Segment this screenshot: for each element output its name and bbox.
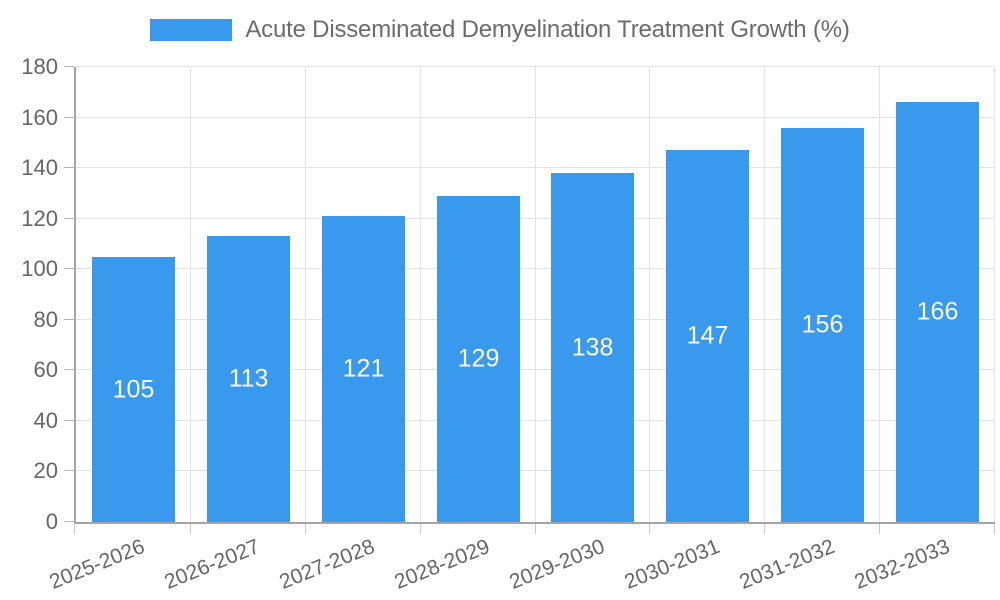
y-tick-0: [64, 521, 74, 522]
y-tick-140: [64, 167, 74, 169]
y-axis-label-100: 100: [21, 256, 58, 282]
bar-value-label: 121: [342, 354, 385, 383]
bar-2026-2027[interactable]: 113: [207, 236, 290, 522]
x-gridline-8: [994, 67, 995, 522]
bar-value-label: 156: [801, 310, 844, 339]
x-gridline-4: [534, 67, 536, 522]
y-tick-20: [64, 470, 74, 472]
bar-2028-2029[interactable]: 129: [437, 196, 520, 522]
bar-2031-2032[interactable]: 156: [781, 128, 864, 522]
legend-label: Acute Disseminated Demyelination Treatme…: [245, 16, 850, 43]
y-gridline-80: [76, 318, 995, 320]
y-tick-60: [64, 369, 74, 371]
y-gridline-20: [76, 470, 995, 472]
y-gridline-60: [76, 369, 995, 371]
y-tick-80: [64, 318, 74, 320]
x-gridline-6: [764, 67, 766, 522]
bar-value-label: 129: [457, 344, 500, 373]
x-gridline-7: [879, 67, 881, 522]
x-gridline-1: [189, 67, 191, 522]
bar-2029-2030[interactable]: 138: [551, 173, 634, 522]
x-tick-2: [304, 524, 306, 534]
bar-2027-2028[interactable]: 121: [322, 216, 405, 522]
bar-2030-2031[interactable]: 147: [666, 150, 749, 522]
y-axis-label-20: 20: [33, 458, 58, 484]
y-gridline-100: [76, 268, 995, 270]
x-gridline-3: [419, 67, 421, 522]
bar-value-label: 147: [686, 321, 729, 350]
bar-value-label: 166: [916, 297, 959, 326]
x-gridline-2: [304, 67, 306, 522]
bar-2025-2026[interactable]: 105: [92, 257, 175, 522]
x-tick-1: [189, 524, 191, 534]
x-tick-0: [74, 524, 75, 534]
y-axis-label-120: 120: [21, 205, 58, 231]
y-axis-label-60: 60: [33, 357, 58, 383]
y-tick-180: [64, 66, 74, 67]
bar-value-label: 105: [112, 375, 155, 403]
x-tick-6: [764, 524, 766, 534]
y-axis-label-180: 180: [21, 54, 58, 79]
y-gridline-180: [76, 66, 995, 67]
x-gridline-5: [649, 67, 651, 522]
x-tick-8: [994, 524, 995, 534]
plot-area: 105 113 121 129 138 147 156 166: [64, 66, 995, 534]
legend-swatch: [150, 19, 233, 41]
x-tick-3: [419, 524, 421, 534]
y-tick-100: [64, 268, 74, 270]
y-axis-label-160: 160: [21, 104, 58, 130]
y-tick-40: [64, 419, 74, 421]
y-axis-label-40: 40: [33, 407, 58, 433]
y-gridline-140: [76, 167, 995, 169]
y-gridline-160: [76, 116, 995, 118]
bar-value-label: 113: [228, 364, 269, 393]
y-axis-label-80: 80: [33, 306, 58, 332]
chart-legend[interactable]: Acute Disseminated Demyelination Treatme…: [0, 16, 1000, 44]
y-tick-120: [64, 217, 74, 219]
x-tick-4: [534, 524, 536, 534]
x-tick-5: [649, 524, 651, 534]
bar-value-label: 138: [571, 333, 614, 361]
y-gridline-120: [76, 217, 995, 219]
bar-2032-2033[interactable]: 166: [896, 102, 979, 522]
x-tick-7: [879, 524, 881, 534]
y-gridline-40: [76, 419, 995, 421]
y-axis-label-0: 0: [45, 509, 58, 534]
y-axis-label-140: 140: [21, 155, 58, 181]
y-tick-160: [64, 116, 74, 118]
